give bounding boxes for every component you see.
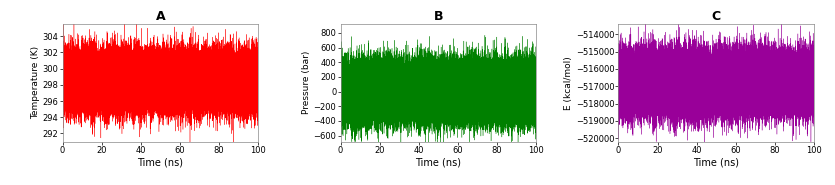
X-axis label: Time (ns): Time (ns)	[138, 157, 184, 167]
Title: B: B	[433, 10, 443, 23]
Y-axis label: Temperature (K): Temperature (K)	[31, 46, 40, 119]
Y-axis label: E (kcal/mol): E (kcal/mol)	[564, 56, 573, 110]
Y-axis label: Pressure (bar): Pressure (bar)	[301, 51, 311, 115]
X-axis label: Time (ns): Time (ns)	[693, 157, 739, 167]
Title: C: C	[711, 10, 721, 23]
X-axis label: Time (ns): Time (ns)	[415, 157, 462, 167]
Title: A: A	[155, 10, 165, 23]
